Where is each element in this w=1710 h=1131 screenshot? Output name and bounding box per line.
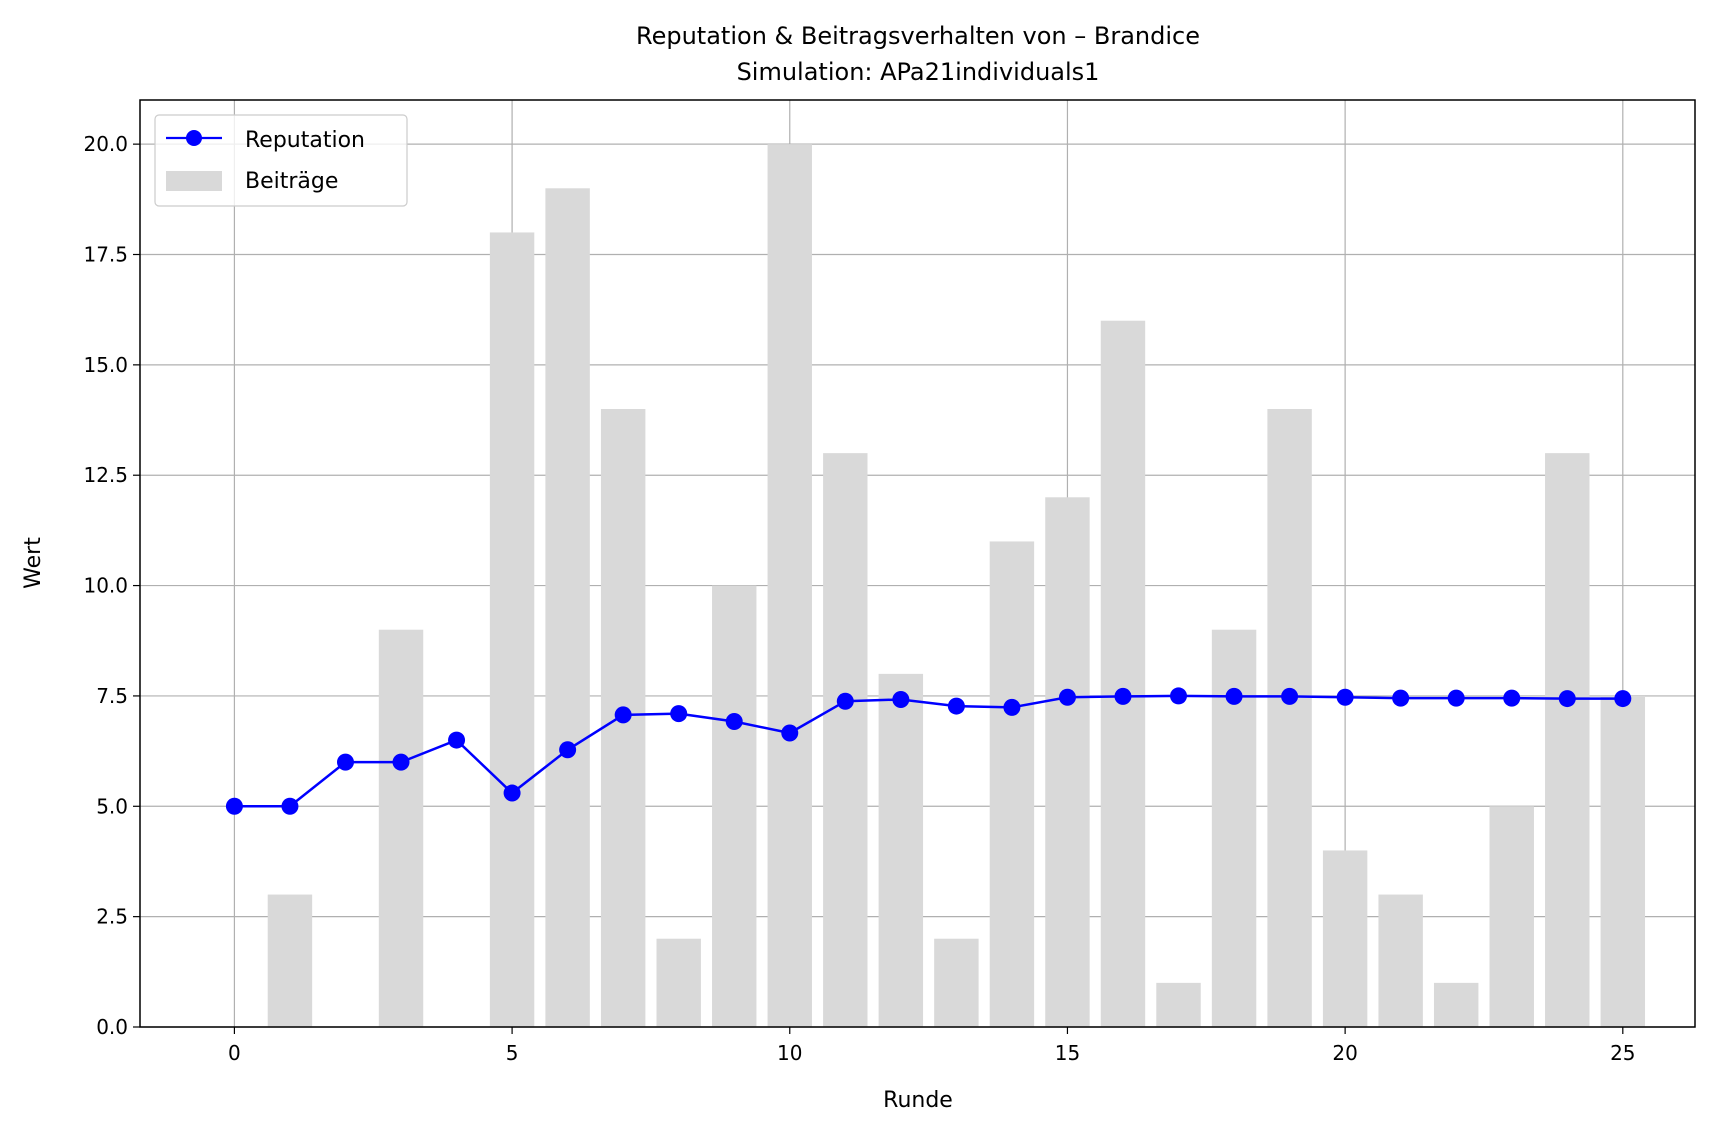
y-tick-label: 7.5 xyxy=(96,684,128,708)
x-tick-label: 5 xyxy=(506,1041,519,1065)
legend-reputation-marker xyxy=(186,130,202,146)
y-tick-label: 15.0 xyxy=(83,353,128,377)
bar-beitraege xyxy=(1156,982,1201,1027)
bar-beitraege xyxy=(1267,409,1312,1027)
reputation-point xyxy=(836,692,854,710)
reputation-line xyxy=(234,694,1623,808)
reputation-point xyxy=(1281,687,1299,705)
x-tick-label: 10 xyxy=(777,1041,802,1065)
reputation-point xyxy=(947,697,965,715)
y-tick-label: 17.5 xyxy=(83,243,128,267)
legend-beitraege-label: Beiträge xyxy=(245,169,338,194)
bar-beitraege xyxy=(489,232,535,1027)
x-tick-label: 0 xyxy=(228,1041,241,1065)
x-axis-label: Runde xyxy=(883,1088,953,1113)
reputation-point xyxy=(1003,698,1021,716)
bar-beitraege xyxy=(1489,806,1534,1027)
bar-beitraege xyxy=(267,894,313,1027)
legend: Reputation Beiträge xyxy=(154,114,408,207)
y-tick-label: 10.0 xyxy=(83,574,128,598)
x-tick-label: 20 xyxy=(1332,1041,1357,1065)
x-axis-ticks: 0 5 10 15 20 25 xyxy=(228,1027,1636,1065)
y-axis-ticks: 0.0 2.5 5.0 7.5 10.0 12.5 15.0 17.5 20.0 xyxy=(83,132,140,1039)
reputation-point xyxy=(1503,689,1521,707)
y-tick-label: 2.5 xyxy=(96,905,128,929)
reputation-point xyxy=(1392,689,1410,707)
bar-beitraege xyxy=(1322,850,1368,1027)
x-tick-label: 15 xyxy=(1055,1041,1080,1065)
reputation-point xyxy=(448,731,466,749)
reputation-point xyxy=(392,753,410,771)
bar-beitraege xyxy=(1045,497,1090,1027)
reputation-point xyxy=(892,690,910,708)
reputation-point xyxy=(1114,687,1132,705)
reputation-point xyxy=(225,797,243,815)
bar-beitraege xyxy=(712,585,757,1027)
reputation-point xyxy=(1170,687,1188,705)
reputation-point xyxy=(503,784,521,802)
reputation-point xyxy=(1336,688,1354,706)
bar-series-beitraege xyxy=(267,144,1646,1028)
bar-beitraege xyxy=(1600,695,1646,1027)
y-tick-label: 0.0 xyxy=(96,1015,128,1039)
bar-beitraege xyxy=(378,629,424,1027)
reputation-point xyxy=(614,706,632,724)
bar-beitraege xyxy=(1100,320,1146,1027)
reputation-point xyxy=(781,724,799,742)
reputation-point xyxy=(559,741,577,759)
plot-frame xyxy=(139,99,1696,1028)
y-tick-label: 5.0 xyxy=(96,794,128,818)
legend-beitraege-swatch xyxy=(166,171,222,191)
reputation-point xyxy=(1558,690,1576,708)
legend-reputation-label: Reputation xyxy=(245,128,365,153)
reputation-point xyxy=(670,705,688,723)
chart-title: Reputation & Beitragsverhalten von – Bra… xyxy=(636,22,1200,50)
bar-beitraege xyxy=(989,541,1035,1027)
bar-beitraege xyxy=(767,144,812,1028)
reputation-point xyxy=(1447,689,1465,707)
reputation-point xyxy=(1225,687,1243,705)
bar-beitraege xyxy=(1378,894,1423,1027)
y-tick-label: 20.0 xyxy=(83,132,128,156)
bar-beitraege xyxy=(934,938,979,1027)
bar-beitraege xyxy=(1545,453,1590,1028)
reputation-point xyxy=(1058,688,1076,706)
line-series-reputation xyxy=(225,687,1632,815)
reputation-point xyxy=(281,797,299,815)
y-tick-label: 12.5 xyxy=(83,463,128,487)
chart-subtitle: Simulation: APa21individuals1 xyxy=(737,58,1100,86)
bar-beitraege xyxy=(656,938,701,1027)
bar-beitraege xyxy=(545,188,590,1028)
bar-beitraege xyxy=(823,453,868,1028)
y-axis-label: Wert xyxy=(21,537,46,589)
reputation-point xyxy=(1614,690,1632,708)
x-tick-label: 25 xyxy=(1610,1041,1635,1065)
bar-beitraege xyxy=(1433,982,1479,1027)
reputation-point xyxy=(336,753,354,771)
bar-beitraege xyxy=(878,673,924,1027)
reputation-point xyxy=(725,713,743,731)
